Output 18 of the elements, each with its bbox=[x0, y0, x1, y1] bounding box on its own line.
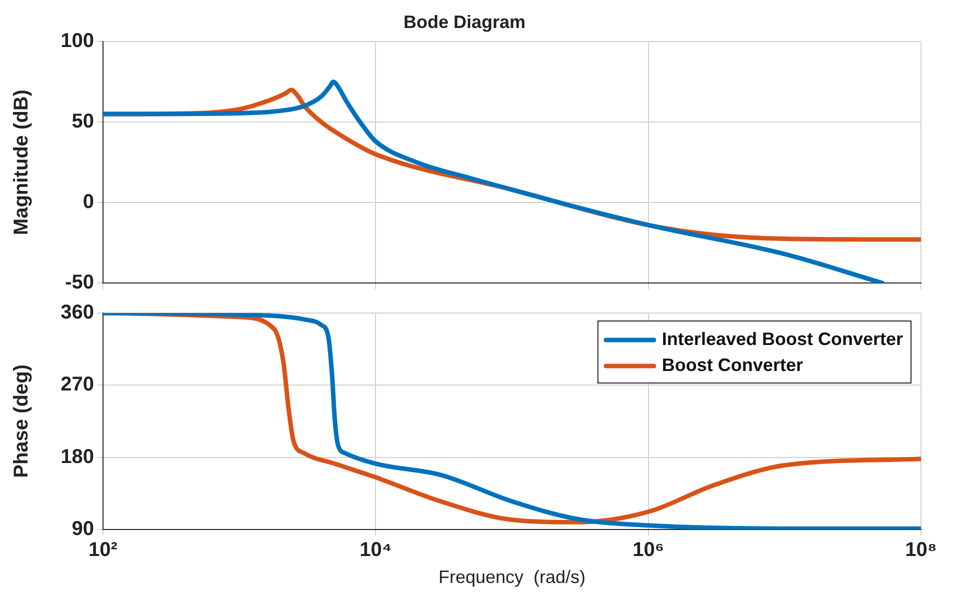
legend-label: Interleaved Boost Converter bbox=[662, 328, 904, 349]
x-axis-title: Frequency (rad/s) bbox=[438, 567, 586, 588]
chart-title: Bode Diagram bbox=[403, 12, 526, 32]
x-tick-label: 10⁸ bbox=[905, 538, 937, 561]
y-tick-label: 50 bbox=[72, 110, 94, 133]
y-tick-label: 90 bbox=[72, 518, 94, 540]
y-tick-label: -50 bbox=[65, 272, 94, 294]
y-tick-label: 270 bbox=[60, 374, 94, 396]
y-tick-label: 360 bbox=[60, 302, 94, 324]
x-tick-label: 10⁶ bbox=[632, 538, 664, 561]
y-axis-title: Phase (deg) bbox=[10, 364, 33, 478]
x-tick-label: 10² bbox=[88, 538, 118, 561]
y-tick-label: 100 bbox=[60, 30, 94, 52]
y-tick-label: 180 bbox=[60, 446, 94, 468]
y-axis-title: Magnitude (dB) bbox=[10, 90, 33, 236]
legend-label: Boost Converter bbox=[662, 354, 803, 375]
x-tick-label: 10⁴ bbox=[360, 538, 392, 561]
y-tick-label: 0 bbox=[82, 191, 94, 214]
